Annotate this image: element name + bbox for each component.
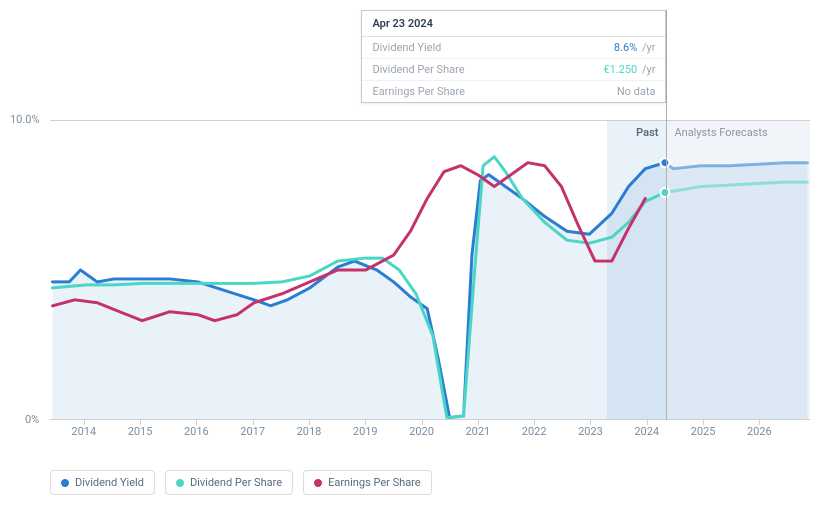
x-axis-tick: 2026 <box>747 425 772 438</box>
x-axis-tick: 2017 <box>240 425 265 438</box>
tooltip-row-value: €1.250 /yr <box>603 63 655 76</box>
tooltip-row-label: Earnings Per Share <box>372 85 465 98</box>
x-axis-tick: 2016 <box>184 425 209 438</box>
plot-area[interactable]: Past Analysts Forecasts <box>50 120 810 420</box>
legend-item[interactable]: Dividend Per Share <box>165 470 293 495</box>
x-axis-tick: 2023 <box>578 425 603 438</box>
y-axis-tick-min: 0% <box>25 413 39 426</box>
tooltip-row: Dividend Yield 8.6% /yr <box>362 37 665 59</box>
tooltip-row: Earnings Per Share No data <box>362 81 665 102</box>
tooltip-row: Dividend Per Share €1.250 /yr <box>362 59 665 81</box>
legend-item[interactable]: Dividend Yield <box>50 470 155 495</box>
legend-label: Dividend Per Share <box>190 476 282 489</box>
x-axis-tick: 2022 <box>522 425 547 438</box>
tooltip-guide-line <box>666 10 667 420</box>
x-axis-tick: 2019 <box>353 425 378 438</box>
legend-item[interactable]: Earnings Per Share <box>303 470 432 495</box>
tooltip: Apr 23 2024 Dividend Yield8.6% /yrDivide… <box>361 10 666 103</box>
x-axis-tick: 2025 <box>691 425 716 438</box>
x-axis-tick: 2015 <box>128 425 153 438</box>
x-axis: 2014 2015 2016 2017 2018 2019 2020 2021 2022 2023… <box>50 425 810 445</box>
legend-dot-icon <box>314 479 322 487</box>
x-axis-tick: 2021 <box>465 425 490 438</box>
x-axis-tick: 2014 <box>71 425 96 438</box>
legend-dot-icon <box>176 479 184 487</box>
legend-label: Dividend Yield <box>75 476 144 489</box>
tooltip-row-label: Dividend Yield <box>372 41 441 54</box>
x-axis-tick: 2024 <box>634 425 659 438</box>
tooltip-row-label: Dividend Per Share <box>372 63 464 76</box>
tooltip-row-value: No data <box>617 85 656 98</box>
series-svg <box>50 121 810 419</box>
tooltip-row-value: 8.6% /yr <box>614 41 656 54</box>
x-axis-tick: 2020 <box>409 425 434 438</box>
legend-label: Earnings Per Share <box>328 476 421 489</box>
chart-container: 10.0% 0% Past Analysts Forecasts Apr 23 … <box>50 10 810 450</box>
legend: Dividend Yield Dividend Per Share Earnings… <box>50 470 432 495</box>
y-axis-tick-max: 10.0% <box>10 113 40 126</box>
tooltip-date: Apr 23 2024 <box>362 11 665 37</box>
legend-dot-icon <box>61 479 69 487</box>
x-axis-tick: 2018 <box>297 425 322 438</box>
